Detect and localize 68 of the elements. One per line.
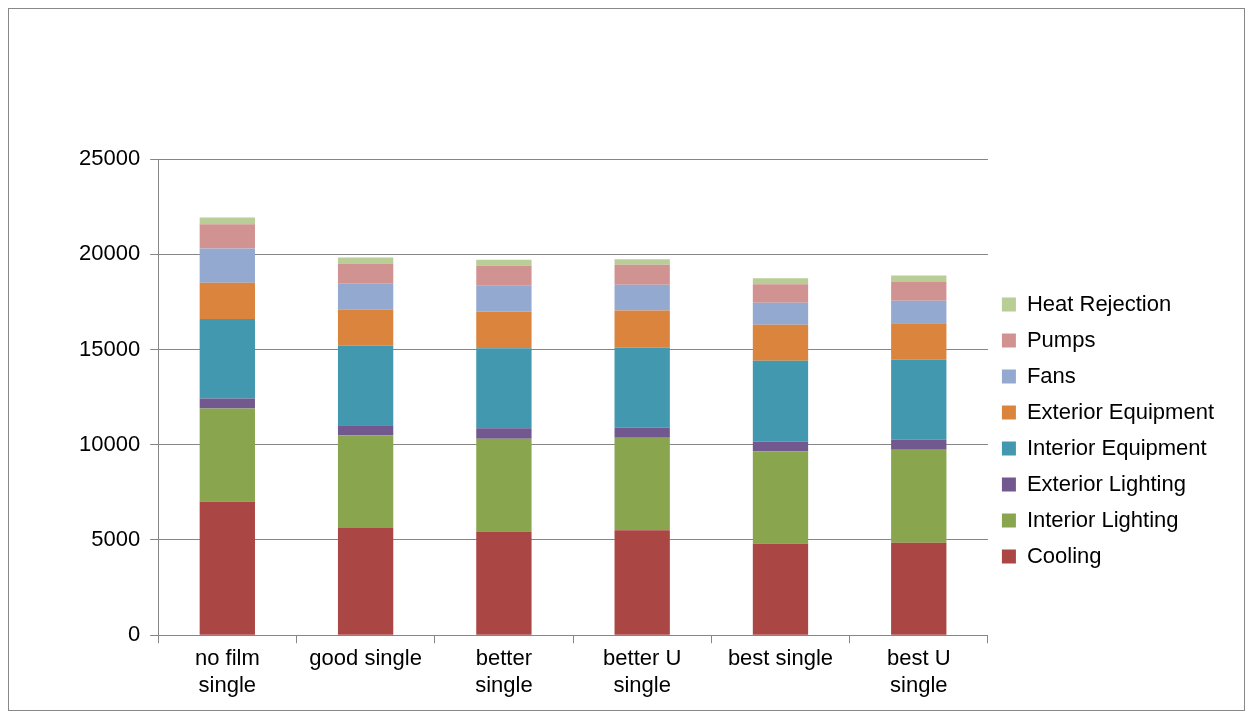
x-tick-label: better U single [603,645,682,697]
bar [752,543,809,635]
bar [614,347,670,428]
bar [891,449,947,543]
bar [337,283,394,310]
bar [752,451,809,544]
legend-label: Fans [1026,362,1076,388]
y-tick-label: 10000 [78,430,141,456]
legend-label: Interior Lighting [1026,506,1179,532]
bar [891,359,947,440]
bar [337,257,394,264]
bar [476,311,532,349]
legend-label: Interior Equipment [1026,434,1207,460]
x-tick-label: no film single [194,645,260,697]
legend-label: Exterior Lighting [1026,470,1186,496]
legend-label: Pumps [1026,326,1096,352]
legend-label: Cooling [1026,542,1102,568]
bar [337,309,394,346]
y-tick-label: 5000 [91,526,141,552]
bar [752,360,809,442]
bar [752,324,809,361]
bar [476,438,532,532]
y-tick-label: 25000 [78,145,141,171]
bar [337,345,394,426]
bar [476,265,532,286]
y-tick-label: 20000 [78,240,141,266]
bar [199,501,255,635]
bar [199,398,255,409]
bar [891,542,947,635]
bar [337,527,394,635]
bar [199,224,255,249]
y-tick-label: 0 [127,621,141,647]
bar [891,439,947,450]
bar [752,302,809,325]
bar [614,264,670,285]
bar [476,259,532,266]
bar [199,217,255,225]
legend-label: Heat Rejection [1026,290,1172,316]
bar [199,248,255,283]
bar [614,259,670,265]
bar [476,428,532,439]
bar [891,323,947,360]
bar [476,348,532,429]
x-tick-label: good single [309,645,422,671]
bar [614,284,670,311]
x-tick-label: better single [475,645,533,697]
bar [614,530,670,635]
bar [337,425,394,436]
bar [199,408,255,502]
bar [891,300,947,324]
bar [614,427,670,438]
bar [476,285,532,312]
bar [891,282,947,301]
bar [476,531,532,635]
bar [614,437,670,531]
bar [891,275,947,283]
x-tick-label: best single [727,645,834,671]
bar [199,319,255,399]
bar [199,282,255,319]
bar [614,310,670,348]
bar [752,278,809,285]
bar [337,263,394,284]
y-tick-label: 15000 [78,335,141,361]
bar [752,441,809,452]
legend-label: Exterior Equipment [1026,398,1215,424]
bar [337,435,394,528]
bar [752,284,809,303]
x-tick-label: best U single [886,645,951,697]
